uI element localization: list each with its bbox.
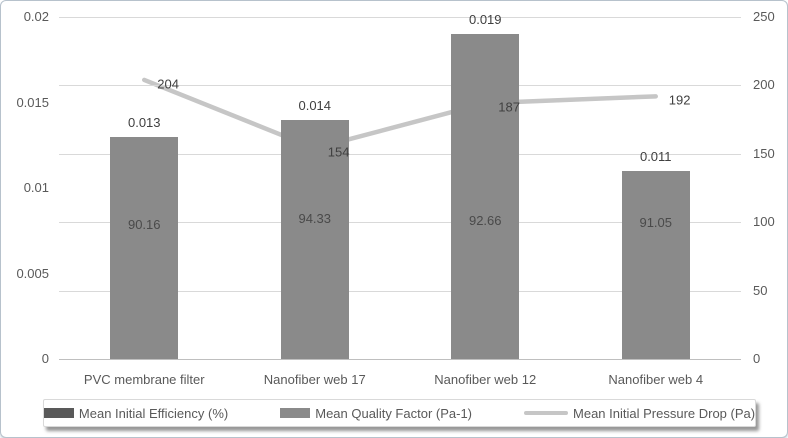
gridline — [59, 85, 741, 87]
bar-value-label: 0.013 — [127, 114, 161, 130]
legend-bar-swatch-icon — [280, 408, 311, 418]
right-axis-tick-label: 150 — [753, 145, 775, 161]
left-axis-tick-label: 0.005 — [16, 265, 49, 281]
left-axis-tick-label: 0 — [41, 351, 49, 366]
line-value-label: 187 — [498, 99, 520, 115]
left-axis-tick-label: 0.01 — [23, 180, 49, 195]
bar-value-label: 0.019 — [468, 12, 502, 28]
legend-item: Mean Initial Pressure Drop (Pa) — [524, 406, 755, 421]
line-value-label: 154 — [327, 144, 350, 160]
line-value-label: 192 — [668, 92, 691, 108]
bar-quality-factor — [621, 170, 690, 359]
gridline — [59, 290, 741, 292]
right-axis-tick-label: 50 — [753, 282, 768, 298]
legend-item: Mean Quality Factor (Pa-1) — [280, 406, 472, 421]
gridline — [59, 222, 741, 224]
bar-quality-factor — [451, 34, 520, 359]
efficiency-value-label: 90.16 — [127, 216, 161, 232]
efficiency-value-label: 94.33 — [298, 210, 332, 226]
legend-label: Mean Quality Factor (Pa-1) — [315, 405, 473, 421]
right-axis-tick-label: 200 — [753, 77, 775, 93]
pressure-drop-polyline — [142, 77, 658, 151]
category-label: Nanofiber web 12 — [434, 372, 537, 387]
bar-quality-factor — [280, 119, 349, 359]
x-axis-line — [59, 359, 741, 360]
line-value-label: 204 — [157, 76, 179, 92]
legend-line-swatch-icon — [524, 411, 569, 415]
efficiency-value-label: 91.05 — [639, 215, 673, 231]
left-axis-tick-label: 0.02 — [23, 9, 49, 24]
category-label: Nanofiber web 4 — [608, 372, 704, 387]
gridline — [59, 153, 741, 155]
category-label: PVC membrane filter — [83, 372, 205, 387]
left-axis-tick-label: 0.015 — [16, 94, 49, 110]
legend-bar-swatch-icon — [43, 408, 74, 418]
bar-quality-factor — [110, 136, 179, 359]
category-label: Nanofiber web 17 — [263, 372, 366, 387]
right-axis-tick-label: 0 — [753, 351, 761, 366]
legend-item: Mean Initial Efficiency (%) — [43, 405, 229, 421]
legend-label: Mean Initial Efficiency (%) — [78, 405, 229, 421]
legend-label: Mean Initial Pressure Drop (Pa) — [573, 405, 756, 421]
legend: Mean Initial Efficiency (%) Mean Quality … — [43, 399, 756, 427]
bar-value-label: 0.011 — [639, 148, 672, 164]
bar-value-label: 0.014 — [298, 97, 332, 113]
right-axis-tick-label: 100 — [753, 214, 775, 230]
efficiency-value-label: 92.66 — [468, 213, 502, 229]
right-axis-tick-label: 250 — [753, 9, 775, 24]
gridline — [59, 17, 741, 18]
